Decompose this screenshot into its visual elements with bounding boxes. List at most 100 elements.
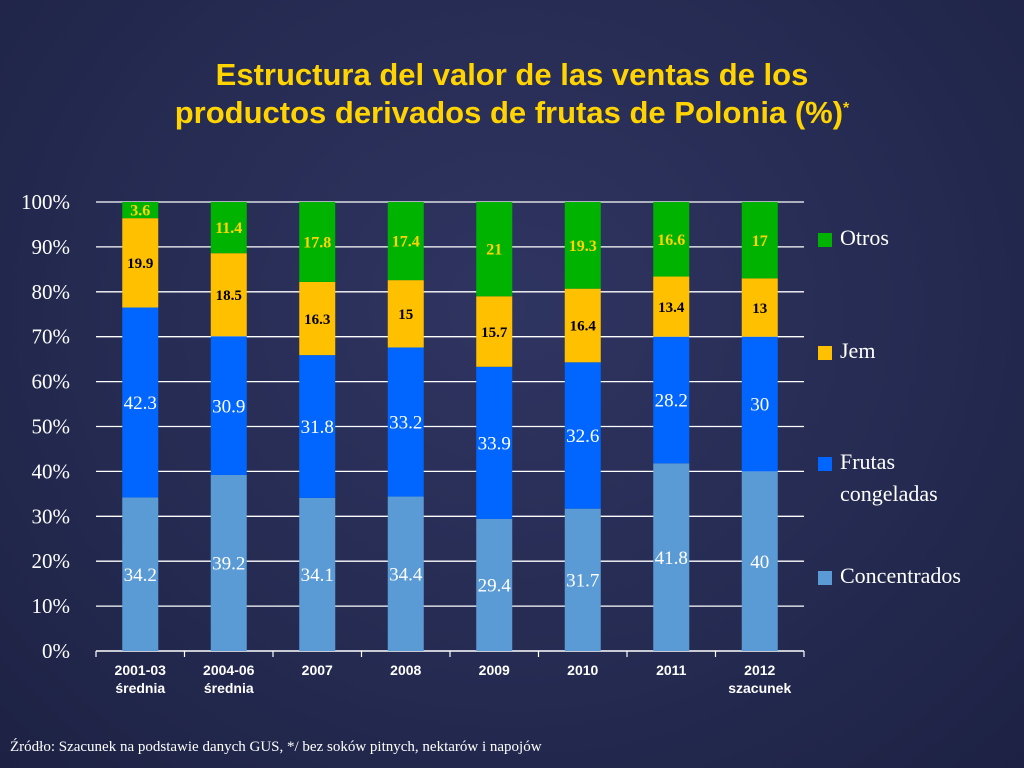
- bar-segment-frutas-congeladas: [387, 347, 424, 497]
- data-label: 34.2: [124, 565, 157, 586]
- y-tick-label: 100%: [21, 190, 70, 214]
- data-label: 32.6: [566, 426, 599, 447]
- x-category-label: 2004-06: [203, 662, 255, 678]
- stacked-bar-chart: 0% 10% 20% 30% 40% 50% 60% 70% 80% 90% 100% 34.2 42.…: [21, 190, 791, 696]
- title-footnote-mark: *: [843, 100, 850, 117]
- legend-label-line: congeladas: [840, 481, 938, 506]
- data-label: 33.9: [478, 434, 511, 455]
- legend-swatch: [818, 457, 832, 471]
- bar-segment-otros: [564, 202, 601, 289]
- data-label: 15.7: [481, 325, 508, 341]
- data-label: 21: [486, 242, 502, 259]
- legend-label: Jem: [840, 337, 875, 365]
- bar-segment-otros: [653, 202, 690, 277]
- chart-title: Estructura del valor de las ventas de lo…: [0, 56, 1024, 132]
- data-label: 11.4: [215, 220, 242, 237]
- bar-segment-jem: [122, 218, 159, 308]
- bar-segment-concentrados: [653, 463, 690, 651]
- x-category-label: 2001-03: [115, 662, 167, 678]
- bar-segment-concentrados: [741, 471, 778, 651]
- data-label: 16.3: [304, 312, 330, 328]
- x-category-label: 2010: [567, 662, 598, 678]
- y-tick-label: 50%: [32, 415, 71, 439]
- y-tick-label: 60%: [32, 370, 71, 394]
- source-note: Źródło: Szacunek na podstawie danych GUS…: [10, 739, 542, 755]
- bar-segment-otros: [210, 202, 247, 254]
- bar-segment-frutas-congeladas: [741, 336, 778, 472]
- bar-segment-frutas-congeladas: [122, 307, 159, 498]
- data-label: 40: [750, 552, 769, 573]
- y-tick-label: 30%: [32, 504, 71, 528]
- x-category-label: 2012: [744, 662, 775, 678]
- data-label: 41.8: [655, 548, 688, 569]
- bar-segment-jem: [741, 278, 778, 337]
- x-category-label: 2008: [390, 662, 421, 678]
- legend-label: Frutas congeladas: [840, 448, 938, 508]
- y-tick-label: 10%: [32, 594, 71, 618]
- y-tick-label: 40%: [32, 459, 71, 483]
- bar-segment-otros: [741, 202, 778, 279]
- chart-title-line2: productos derivados de frutas de Polonia…: [0, 94, 1024, 132]
- data-label: 28.2: [655, 391, 688, 412]
- chart-title-line1: Estructura del valor de las ventas de lo…: [215, 57, 809, 92]
- bar-segment-frutas-congeladas: [564, 362, 601, 509]
- x-category-label: średnia: [204, 680, 254, 696]
- data-label: 31.8: [301, 417, 334, 438]
- bar-segment-frutas-congeladas: [476, 366, 513, 519]
- data-label: 34.4: [389, 564, 423, 585]
- data-label: 13: [752, 301, 767, 317]
- bar-segment-concentrados: [387, 496, 424, 651]
- bar-segment-jem: [476, 296, 513, 367]
- x-category-label: 2009: [479, 662, 510, 678]
- chart-title-line2-text: productos derivados de frutas de Polonia…: [174, 95, 844, 130]
- data-label: 13.4: [658, 300, 685, 316]
- bar-segment-jem: [653, 276, 690, 337]
- bar-segment-concentrados: [210, 474, 247, 651]
- y-tick-label: 80%: [32, 280, 71, 304]
- x-category-label: średnia: [115, 680, 165, 696]
- data-label: 19.9: [127, 256, 153, 272]
- data-label: 31.7: [566, 570, 599, 591]
- data-label: 15: [398, 307, 413, 323]
- legend-swatch: [818, 233, 832, 247]
- y-tick-label: 90%: [32, 235, 71, 259]
- data-label: 16.4: [570, 319, 597, 335]
- bar-segment-frutas-congeladas: [210, 336, 247, 475]
- y-tick-label: 20%: [32, 549, 71, 573]
- bar-segment-otros: [476, 202, 513, 297]
- data-label: 16.6: [657, 232, 685, 249]
- bar-segment-otros: [387, 202, 424, 281]
- data-label: 17.4: [392, 234, 420, 251]
- data-label: 42.3: [124, 393, 157, 414]
- legend-label: Concentrados: [840, 562, 961, 590]
- legend-label-line: Otros: [840, 225, 889, 250]
- bar-segment-concentrados: [299, 497, 336, 651]
- bar-segment-otros: [122, 202, 159, 219]
- legend-label: Otros: [840, 224, 889, 252]
- bar-segment-frutas-congeladas: [299, 355, 336, 498]
- bar-segment-concentrados: [122, 497, 159, 651]
- legend-label-line: Frutas: [840, 449, 895, 474]
- y-tick-label: 0%: [42, 639, 70, 663]
- bar-segment-concentrados: [476, 518, 513, 651]
- data-label: 30.9: [212, 396, 245, 417]
- x-category-label: 2007: [302, 662, 333, 678]
- data-label: 17: [752, 233, 768, 250]
- bar-segment-otros: [299, 202, 336, 282]
- data-label: 33.2: [389, 413, 422, 434]
- x-category-label: szacunek: [728, 680, 791, 696]
- bar-segment-jem: [387, 280, 424, 348]
- x-category-label: 2011: [656, 662, 687, 678]
- bar-segment-jem: [210, 253, 247, 337]
- data-label: 17.8: [303, 235, 331, 252]
- data-label: 19.3: [569, 238, 597, 255]
- legend-label-line: Concentrados: [840, 563, 961, 588]
- data-label: 18.5: [216, 288, 242, 304]
- bar-segment-jem: [299, 281, 336, 356]
- legend-label-line: Jem: [840, 338, 876, 363]
- bar-segment-jem: [564, 288, 601, 363]
- y-tick-label: 70%: [32, 325, 71, 349]
- data-label: 34.1: [301, 565, 334, 586]
- data-label: 30: [750, 395, 769, 416]
- bar-segment-frutas-congeladas: [653, 336, 690, 464]
